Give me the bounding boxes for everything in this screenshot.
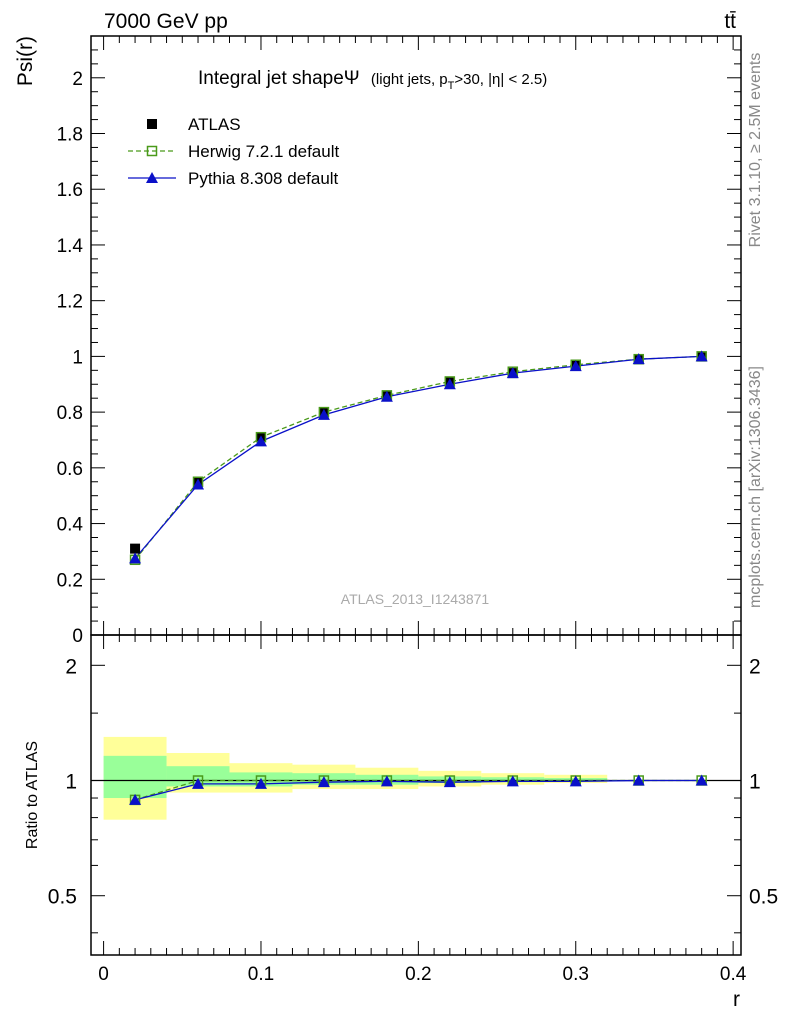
main-ytick-label: 0.2 [57,570,83,591]
main-ytick-label: 1.4 [57,236,84,257]
main-point-atlas [130,543,141,554]
legend-marker-atlas [147,119,157,129]
main-line-herwig-7-2-1-default [134,355,702,561]
ratio-ytick-label: 2 [65,655,77,678]
xtick-label: 0.4 [720,964,747,985]
main-line-pythia-8-308-default [134,355,702,559]
main-ytick-label: 2 [72,69,83,90]
title-sub: (light jets, p [371,71,448,88]
main-ytick-label: 1.6 [57,180,83,201]
main-ytick-label: 0.8 [57,403,83,424]
ratio-ylabel: Ratio to ATLAS [24,741,41,849]
title-main: Integral jet shapeΨ [198,68,360,89]
main-ytick-label: 1 [72,347,83,368]
ratio-point-pythia-8-308-default [506,775,519,787]
main-point-pythia-8-308-default [506,367,519,379]
ratio-inner-band [103,755,167,799]
legend-label-pythia-8-308-default: Pythia 8.308 default [188,169,339,188]
main-point-pythia-8-308-default [129,552,142,564]
main-point-pythia-8-308-default [192,478,205,490]
main-panel: 0 0.2 0.4 0.6 0.8 1 1.2 1.4 1.6 1.8 2 [57,35,742,647]
main-ytick-label: 0.4 [57,515,84,536]
main-point-pythia-8-308-default [632,353,645,365]
ratio-frame [90,634,742,956]
rivet-label: Rivet 3.1.10, ≥ 2.5M events [747,53,764,248]
svg-text:Integral jet shapeΨ (lig: Integral jet shapeΨ (light jets, pT>30, … [198,68,547,92]
xtick-label: 0.3 [563,964,589,985]
main-point-pythia-8-308-default [380,390,393,402]
main-ylabel: Psi(r) [14,36,37,86]
ratio-point-pythia-8-308-default [129,793,142,805]
xtick-label: 0 [98,964,109,985]
ratio-point-pythia-8-308-default [254,777,267,789]
ratio-ytick-label: 1 [65,771,77,794]
ratio-line-pythia-8-308-default [134,779,702,801]
ratio-ytick-label-right: 1 [749,771,761,794]
ratio-point-pythia-8-308-default [632,774,645,786]
chart-title: Integral jet shapeΨ (light jets, pT>30, … [198,68,547,92]
ratio-point-pythia-8-308-default [317,776,330,788]
mcplots-label: mcplots.cern.ch [arXiv:1306.3436] [747,366,764,608]
main-point-pythia-8-308-default [443,378,456,390]
legend-marker-pythia-8-308-default [146,172,158,183]
main-ytick-label: 0 [72,626,83,647]
xtick-label: 0.1 [248,964,274,985]
title-sub-tail: >30, |η| < 2.5) [454,71,547,88]
legend: ATLAS Herwig 7.2.1 default Pythia 8.308 de… [128,115,339,188]
xtick-label: 0.2 [405,964,431,985]
x-axis-label: r [733,988,740,1011]
main-ytick-label: 0.6 [57,459,83,480]
ratio-point-pythia-8-308-default [192,777,205,789]
ratio-ytick-label-right: 0.5 [749,886,778,909]
ratio-point-pythia-8-308-default [569,775,582,787]
main-ytick-label: 1.8 [57,125,83,146]
ratio-ytick-label-right: 2 [749,655,761,678]
main-point-pythia-8-308-default [254,435,267,447]
energy-label: 7000 GeV pp [104,10,228,33]
ratio-point-pythia-8-308-default [443,776,456,788]
ratio-point-pythia-8-308-default [380,775,393,787]
legend-label-herwig-7-2-1-default: Herwig 7.2.1 default [188,142,339,161]
main-ytick-label: 1.2 [57,292,83,313]
legend-marker-herwig-7-2-1-default [146,145,158,157]
main-point-pythia-8-308-default [695,350,708,362]
main-point-pythia-8-308-default [317,408,330,420]
legend-label-atlas: ATLAS [188,115,241,134]
process-label: tt̄ [724,10,736,33]
main-point-pythia-8-308-default [569,360,582,372]
ratio-panel: 0 0.1 0.2 0.3 0.4 0.5 0.5 1 1 2 2 [48,621,778,985]
ratio-point-pythia-8-308-default [695,774,708,786]
analysis-watermark: ATLAS_2013_I1243871 [341,591,490,607]
ratio-ytick-label: 0.5 [48,886,77,909]
title-sub-index: T [448,80,455,92]
